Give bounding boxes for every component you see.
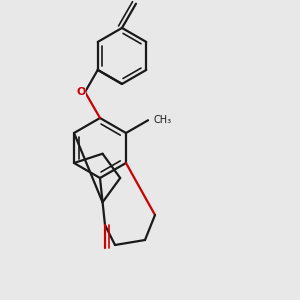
Text: CH₃: CH₃ — [153, 115, 171, 125]
Text: O: O — [76, 87, 86, 97]
